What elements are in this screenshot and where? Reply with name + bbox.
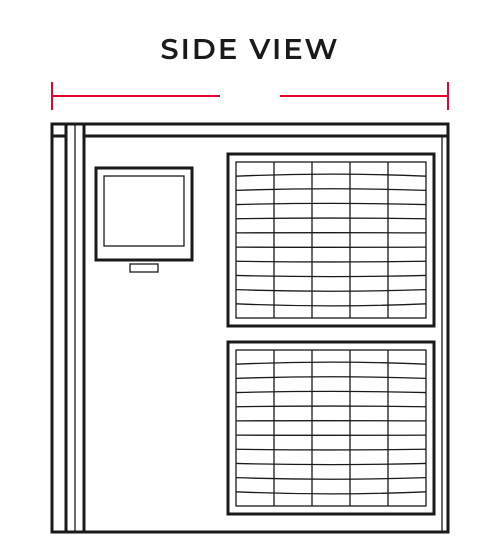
diagram-container: { "title": { "text": "SIDE VIEW", "fonts…	[0, 0, 500, 556]
technical-drawing	[0, 0, 500, 556]
